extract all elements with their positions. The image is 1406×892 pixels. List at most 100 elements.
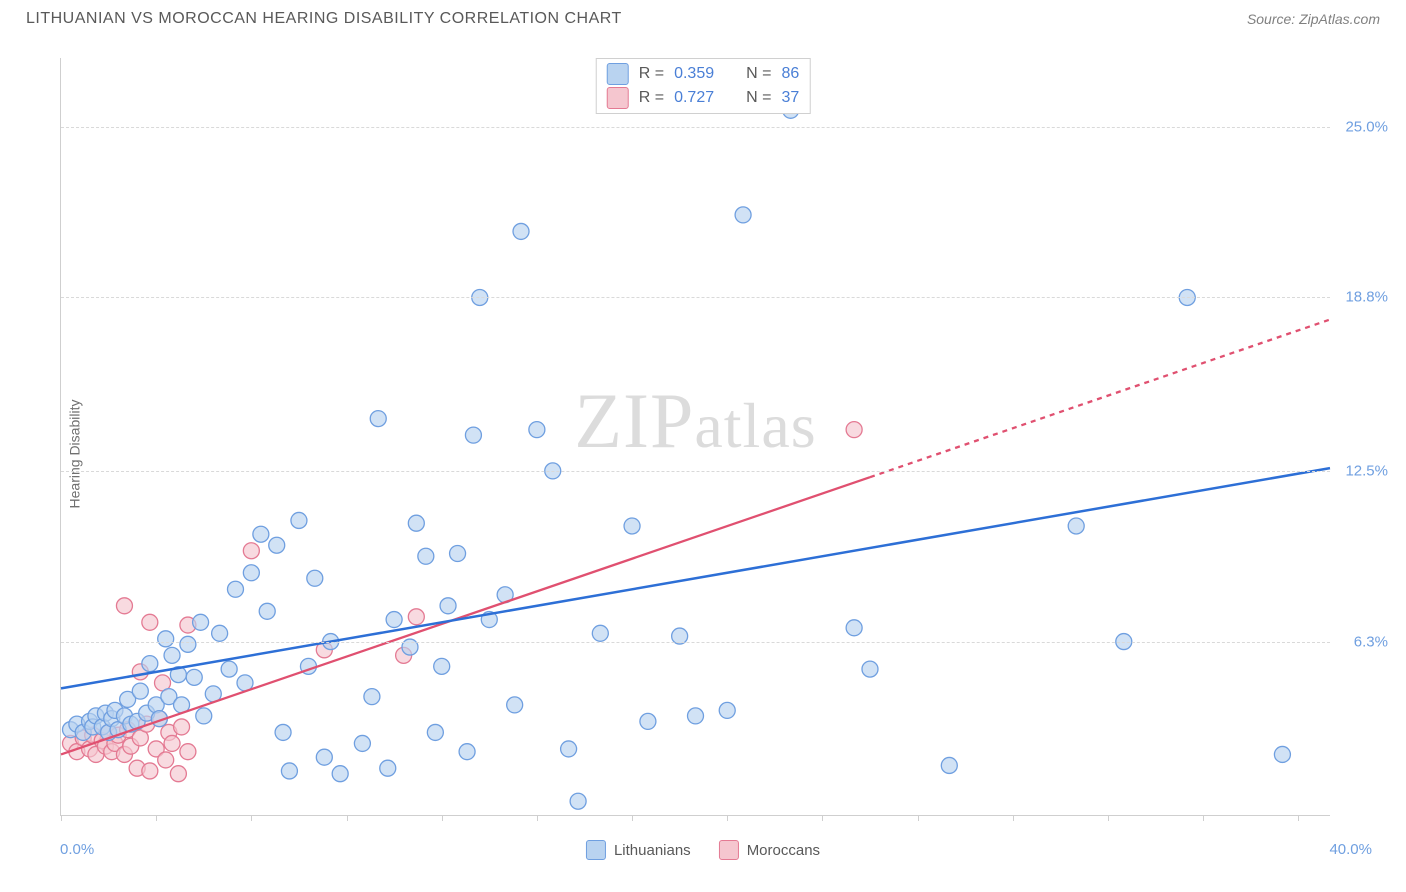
data-point xyxy=(269,537,285,553)
y-tick-label: 25.0% xyxy=(1345,118,1388,135)
data-point xyxy=(142,656,158,672)
data-point xyxy=(440,598,456,614)
data-point xyxy=(735,207,751,223)
source-prefix: Source: xyxy=(1247,11,1299,27)
data-point xyxy=(212,625,228,641)
data-point xyxy=(450,545,466,561)
data-point xyxy=(132,683,148,699)
data-point xyxy=(180,636,196,652)
data-point xyxy=(116,598,132,614)
x-axis-max-label: 40.0% xyxy=(1329,841,1372,858)
legend-label-series1: Lithuanians xyxy=(614,842,691,859)
data-point xyxy=(259,603,275,619)
x-tick xyxy=(537,815,538,821)
trend-line xyxy=(61,477,870,754)
chart-title: LITHUANIAN VS MOROCCAN HEARING DISABILIT… xyxy=(26,10,622,28)
data-point xyxy=(846,620,862,636)
data-point xyxy=(142,763,158,779)
x-tick xyxy=(1203,815,1204,821)
trend-line xyxy=(870,320,1330,478)
stats-n-value-1: 86 xyxy=(781,65,799,83)
data-point xyxy=(354,735,370,751)
stats-n-label-1: N = xyxy=(746,65,771,83)
stats-n-value-2: 37 xyxy=(781,89,799,107)
gridline xyxy=(61,297,1330,298)
x-tick xyxy=(61,815,62,821)
x-tick xyxy=(347,815,348,821)
x-tick xyxy=(1108,815,1109,821)
data-point xyxy=(193,614,209,630)
data-point xyxy=(941,757,957,773)
y-tick-label: 6.3% xyxy=(1354,633,1388,650)
stats-legend-box: R = 0.359 N = 86 R = 0.727 N = 37 xyxy=(596,58,811,114)
data-point xyxy=(164,647,180,663)
data-point xyxy=(592,625,608,641)
x-tick xyxy=(727,815,728,821)
data-point xyxy=(418,548,434,564)
bottom-legend: Lithuanians Moroccans xyxy=(586,840,820,860)
data-point xyxy=(158,752,174,768)
x-tick xyxy=(442,815,443,821)
x-tick xyxy=(632,815,633,821)
data-point xyxy=(164,735,180,751)
data-point xyxy=(507,697,523,713)
data-point xyxy=(386,612,402,628)
data-point xyxy=(1068,518,1084,534)
legend-label-series2: Moroccans xyxy=(747,842,820,859)
data-point xyxy=(640,713,656,729)
data-point xyxy=(196,708,212,724)
data-point xyxy=(846,422,862,438)
data-point xyxy=(142,614,158,630)
data-point xyxy=(427,724,443,740)
chart-container: Hearing Disability ZIPatlas 6.3%12.5%18.… xyxy=(26,44,1380,864)
source-name: ZipAtlas.com xyxy=(1299,11,1380,27)
x-tick xyxy=(822,815,823,821)
data-point xyxy=(570,793,586,809)
gridline xyxy=(61,127,1330,128)
plot-area: ZIPatlas 6.3%12.5%18.8%25.0% xyxy=(60,58,1330,816)
x-axis-min-label: 0.0% xyxy=(60,841,94,858)
stats-r-label-1: R = xyxy=(639,65,664,83)
legend-swatch-series1 xyxy=(586,840,606,860)
data-point xyxy=(408,609,424,625)
data-point xyxy=(719,702,735,718)
data-point xyxy=(862,661,878,677)
x-tick xyxy=(1298,815,1299,821)
data-point xyxy=(529,422,545,438)
stats-row-series1: R = 0.359 N = 86 xyxy=(607,63,800,85)
data-point xyxy=(1274,746,1290,762)
data-point xyxy=(221,661,237,677)
data-point xyxy=(513,223,529,239)
data-point xyxy=(408,515,424,531)
stats-n-label-2: N = xyxy=(746,89,771,107)
source-attribution: Source: ZipAtlas.com xyxy=(1247,11,1380,27)
stats-swatch-series1 xyxy=(607,63,629,85)
stats-r-value-1: 0.359 xyxy=(674,65,714,83)
data-point xyxy=(624,518,640,534)
data-point xyxy=(307,570,323,586)
data-point xyxy=(170,766,186,782)
y-tick-label: 12.5% xyxy=(1345,462,1388,479)
legend-item-series2: Moroccans xyxy=(719,840,820,860)
y-tick-label: 18.8% xyxy=(1345,289,1388,306)
data-point xyxy=(174,719,190,735)
plot-svg xyxy=(61,58,1330,815)
x-tick xyxy=(1013,815,1014,821)
data-point xyxy=(380,760,396,776)
gridline xyxy=(61,642,1330,643)
data-point xyxy=(281,763,297,779)
data-point xyxy=(459,744,475,760)
data-point xyxy=(291,512,307,528)
x-tick xyxy=(918,815,919,821)
stats-swatch-series2 xyxy=(607,87,629,109)
legend-swatch-series2 xyxy=(719,840,739,860)
data-point xyxy=(158,631,174,647)
data-point xyxy=(275,724,291,740)
stats-r-label-2: R = xyxy=(639,89,664,107)
data-point xyxy=(243,543,259,559)
gridline xyxy=(61,471,1330,472)
data-point xyxy=(364,689,380,705)
data-point xyxy=(332,766,348,782)
data-point xyxy=(370,411,386,427)
data-point xyxy=(227,581,243,597)
